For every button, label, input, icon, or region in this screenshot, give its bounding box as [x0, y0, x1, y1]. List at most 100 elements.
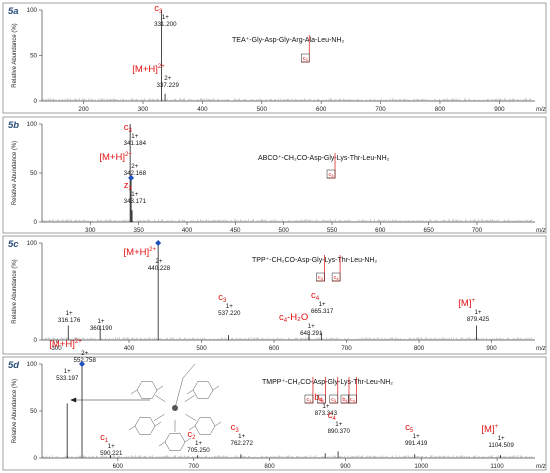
peak-mz-label: 991.419 [405, 440, 428, 447]
ion-label: c3 [231, 422, 240, 434]
x-tick-label: 200 [78, 106, 89, 113]
cleavage-ion: b [342, 397, 345, 403]
ion-name: c [187, 429, 192, 440]
cleavage-ion: c [319, 397, 322, 403]
peak-charge-label: 1+ [66, 310, 73, 317]
x-tick-label: 700 [472, 227, 483, 234]
y-tick-label: 100 [27, 121, 38, 128]
bond [185, 414, 197, 421]
cleavage-box [304, 394, 314, 404]
peak-mz-label: 665.317 [311, 308, 334, 315]
panel-frame [2, 116, 547, 234]
y-axis-label: Relative Abundance (%) [12, 141, 18, 205]
peak-charge-label: 2+ [155, 258, 162, 265]
ion-subscript: 3 [235, 428, 239, 434]
baseline-noise [42, 98, 533, 101]
ion-label: c3 [124, 122, 133, 134]
ion-label: c2 [187, 429, 196, 441]
peak-mz-label: 648.291 [300, 330, 323, 337]
ion-name: c [328, 410, 333, 421]
peak-mz-label: 890.370 [328, 428, 351, 435]
x-tick-label: 500 [196, 345, 207, 352]
x-tick-label: 700 [341, 345, 352, 352]
molecular-ion-marker [79, 361, 86, 367]
peak-charge-label: 1+ [108, 443, 115, 450]
ion-subscript: 1 [105, 438, 109, 444]
x-tick-label: 300 [85, 227, 96, 234]
x-tick-label: 400 [182, 227, 193, 234]
y-axis-label: Relative Abundance (%) [12, 379, 18, 443]
cleavage-index: 1 [309, 398, 312, 403]
ion-name: [M+H] [49, 339, 75, 350]
x-tick-label: 300 [138, 106, 149, 113]
y-tick-label: 0 [34, 337, 38, 344]
cleavage-ion: c [331, 397, 334, 403]
cleavage-ion: c [303, 56, 306, 62]
cleavage-label: c4 [334, 275, 340, 281]
peak-charge-label: 1+ [97, 318, 104, 325]
ion-subscript: 4 [284, 318, 288, 324]
methoxy-bond [186, 389, 194, 395]
panel-frame [2, 235, 547, 355]
methoxy-bond [156, 385, 164, 391]
x-tick-label: 500 [257, 106, 268, 113]
cleavage-box [340, 394, 350, 404]
cleavage-label: b4 [342, 397, 348, 403]
cleavage-index: 4 [336, 276, 339, 281]
ion-label: c1 [100, 432, 109, 444]
cleavage-label: c3 [303, 56, 309, 62]
ion-name: c [218, 292, 223, 303]
ion-superscript: 2+ [125, 152, 132, 158]
x-axis-unit: m/z [536, 346, 546, 352]
peak-charge-label: 1+ [413, 433, 420, 440]
ion-name: [M] [481, 424, 494, 435]
peptide-sequence: TMPP⁺-CH₂CO-Asp-Gly-Lys-Thr-Leu-NH₂ [262, 379, 393, 386]
peak-mz-label: 705.250 [187, 447, 210, 454]
cleavage-index: 3 [334, 398, 337, 403]
ion-superscript: 2+ [149, 247, 156, 253]
ion-subscript: 5 [410, 428, 414, 434]
peak-mz-label: 533.197 [56, 375, 79, 382]
panel-5c: 5c Relative Abundance (%) 0 100 300 400 500 600… [2, 235, 547, 355]
peak-mz-label: 762.272 [231, 440, 254, 447]
ion-name: [M] [458, 298, 471, 309]
x-tick-label: 1000 [414, 463, 428, 470]
methoxy-bond [154, 421, 162, 427]
cleavage-ion: c [318, 275, 321, 281]
ion-subscript: 3 [128, 128, 132, 134]
methoxy-bond [130, 389, 138, 395]
ion-name: z [124, 180, 129, 191]
x-tick-label: 400 [197, 106, 208, 113]
ion-label: z3 [124, 180, 133, 192]
cleavage-box [348, 394, 357, 404]
bond [155, 395, 166, 402]
peak-charge-label: 1+ [335, 421, 342, 428]
cleavage-index: 4 [345, 398, 348, 403]
x-tick-label: 900 [494, 106, 505, 113]
x-axis-unit: m/z [536, 107, 546, 113]
ion-name: c [100, 432, 105, 443]
panel-5a: 5a Relative Abundance (%) 0 50 100 200 300 400 5… [2, 2, 547, 114]
ion-label: b4 [314, 392, 323, 404]
ion-name: [M+H] [99, 152, 125, 163]
ion-superscript: + [471, 298, 475, 304]
panel-label: 5d [8, 360, 19, 371]
ion-label: c3 [218, 292, 227, 304]
panel-frame [2, 2, 547, 114]
ion-label: c4-H₂O [279, 312, 308, 324]
ion-label: c5 [405, 422, 414, 434]
cleavage-ion: c [329, 172, 332, 178]
x-tick-label: 900 [340, 463, 351, 470]
ion-name: c [405, 422, 410, 433]
peak-mz-label: 873.343 [315, 410, 338, 417]
ion-name: c [124, 122, 129, 133]
peptide-sequence: TEA⁺-Gly-Asp-Gly-Arg-Ala-Leu-NH₂ [232, 37, 344, 44]
peak-mz-label: 343.171 [124, 198, 147, 205]
x-tick-label: 700 [189, 463, 200, 470]
peak-mz-label: 537.220 [218, 310, 241, 317]
cleavage-index: 4 [353, 398, 356, 403]
peak-mz-label: 440.228 [148, 265, 171, 272]
cleavage-box [326, 169, 336, 179]
cleavage-index: 3 [331, 173, 334, 178]
cleavage-label: c3 [331, 397, 337, 403]
